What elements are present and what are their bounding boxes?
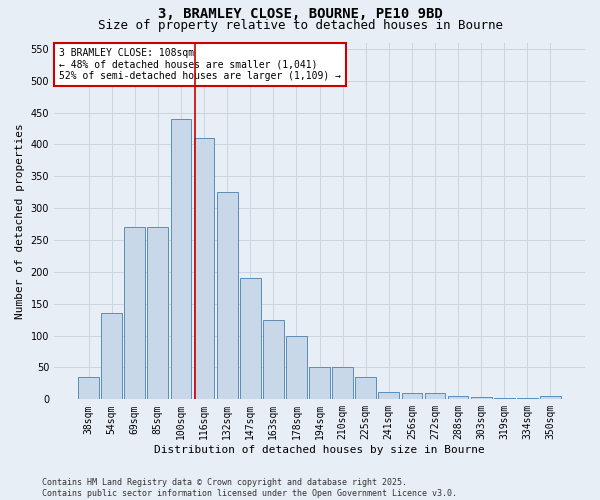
Bar xyxy=(332,368,353,400)
Bar xyxy=(124,228,145,400)
Bar xyxy=(170,119,191,400)
Bar xyxy=(379,392,399,400)
Bar xyxy=(263,320,284,400)
Bar xyxy=(425,393,445,400)
Bar xyxy=(471,397,491,400)
Bar xyxy=(78,377,99,400)
Bar xyxy=(494,398,515,400)
Bar xyxy=(194,138,214,400)
Y-axis label: Number of detached properties: Number of detached properties xyxy=(15,123,25,319)
Bar xyxy=(148,228,168,400)
Bar xyxy=(309,368,330,400)
Text: Size of property relative to detached houses in Bourne: Size of property relative to detached ho… xyxy=(97,18,503,32)
Bar xyxy=(517,398,538,400)
Bar xyxy=(401,393,422,400)
Text: Contains HM Land Registry data © Crown copyright and database right 2025.
Contai: Contains HM Land Registry data © Crown c… xyxy=(42,478,457,498)
Bar xyxy=(540,396,561,400)
X-axis label: Distribution of detached houses by size in Bourne: Distribution of detached houses by size … xyxy=(154,445,485,455)
Bar xyxy=(101,314,122,400)
Bar xyxy=(217,192,238,400)
Text: 3 BRAMLEY CLOSE: 108sqm
← 48% of detached houses are smaller (1,041)
52% of semi: 3 BRAMLEY CLOSE: 108sqm ← 48% of detache… xyxy=(59,48,341,81)
Bar xyxy=(448,396,469,400)
Bar xyxy=(240,278,260,400)
Bar xyxy=(355,377,376,400)
Text: 3, BRAMLEY CLOSE, BOURNE, PE10 9BD: 3, BRAMLEY CLOSE, BOURNE, PE10 9BD xyxy=(158,8,442,22)
Bar xyxy=(286,336,307,400)
